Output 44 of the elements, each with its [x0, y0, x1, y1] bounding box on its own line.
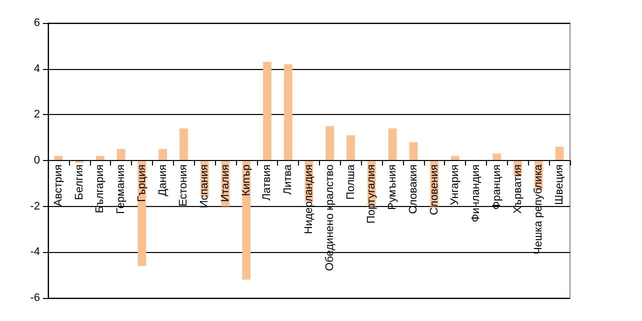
x-tick-label: Испания — [198, 164, 211, 208]
x-tick-label: Чешка република — [532, 164, 545, 254]
y-tick-label: -4 — [30, 246, 40, 258]
bar — [263, 62, 272, 160]
x-tick-label: Кипър — [240, 164, 252, 196]
x-tick-label: Италия — [219, 164, 232, 202]
bar — [409, 142, 418, 160]
y-tick-label: -2 — [30, 200, 40, 212]
bar — [284, 64, 292, 160]
y-tick-label: 0 — [34, 154, 40, 166]
bar — [388, 128, 397, 160]
x-tick-label: Словакия — [407, 164, 420, 214]
x-tick-label: Гърция — [136, 164, 148, 202]
bar — [158, 149, 168, 160]
x-tick-label: Нидерландия — [303, 164, 315, 234]
y-tick-label: 4 — [34, 62, 40, 75]
x-tick-label: Германия — [115, 164, 128, 214]
y-tick-label: 2 — [34, 108, 40, 121]
x-tick-label: Белгия — [73, 164, 86, 200]
x-tick-label: Латвия — [261, 164, 274, 201]
x-tick-label: Финландия — [470, 164, 482, 222]
x-tick-label: Дания — [156, 164, 169, 196]
x-tick-label: Словения — [428, 164, 440, 216]
x-tick-label: Румъния — [386, 164, 399, 210]
bar — [555, 146, 564, 160]
x-tick-label: България — [94, 164, 106, 214]
x-tick-label: Португалия — [366, 164, 378, 224]
x-tick-label: Швеция — [554, 164, 566, 205]
x-tick-label: Обединено кралство — [324, 164, 336, 271]
y-tick-label: -6 — [30, 292, 40, 304]
bar — [492, 154, 502, 160]
x-tick-label: Франция — [490, 164, 503, 210]
x-tick-label: Унгария — [449, 164, 462, 206]
x-tick-label: Хърватия — [512, 164, 524, 214]
x-tick-label: Естония — [178, 164, 190, 206]
y-tick-label: 6 — [34, 17, 40, 29]
bar — [346, 135, 355, 160]
x-tick-label: Полша — [344, 164, 357, 200]
bar — [326, 126, 334, 160]
bar — [180, 128, 188, 160]
x-tick-label: Литва — [282, 164, 294, 195]
x-tick-label: Австрия — [52, 164, 64, 206]
bar — [116, 149, 126, 160]
bar — [242, 160, 251, 280]
